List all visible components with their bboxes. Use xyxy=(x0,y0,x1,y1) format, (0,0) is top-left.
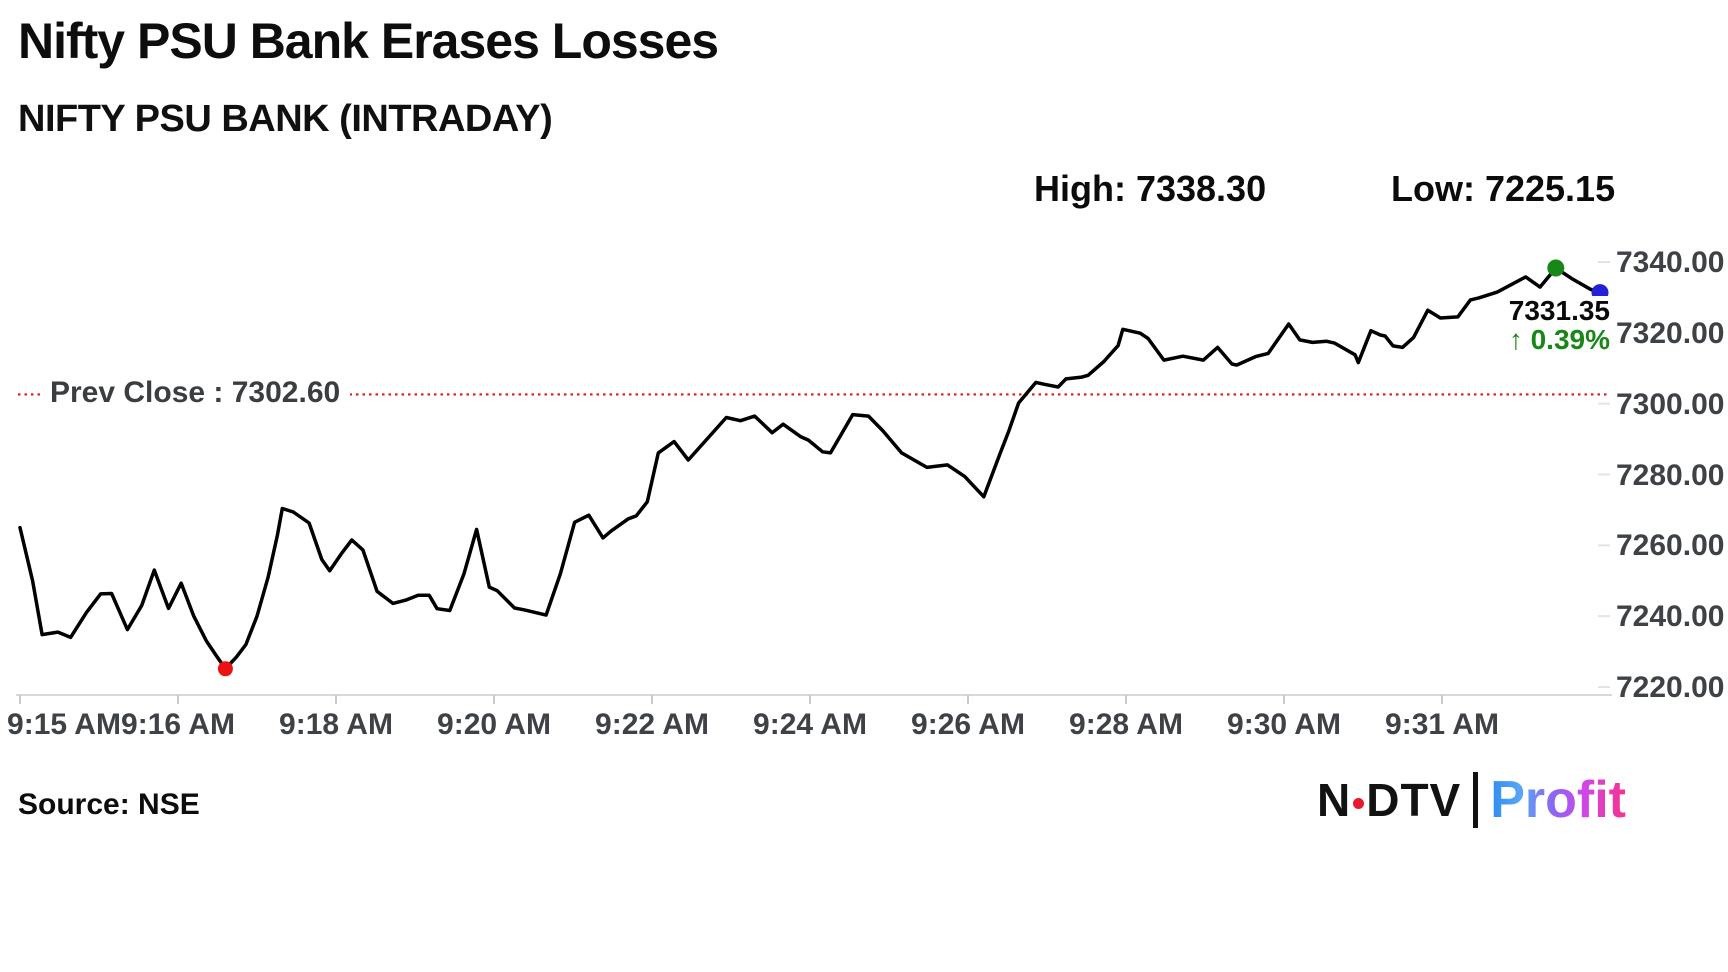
last-price-value: 7331.35 xyxy=(1508,295,1610,326)
x-tick-label: 9:24 AM xyxy=(753,708,867,741)
ndtv-letter-n: N xyxy=(1317,774,1352,826)
prev-close-label: Prev Close : 7302.60 xyxy=(40,376,351,410)
y-tick-label: 7220.00 xyxy=(1616,671,1725,704)
ndtv-red-dot-icon xyxy=(1353,797,1365,809)
x-tick-label: 9:30 AM xyxy=(1227,708,1341,741)
price-line xyxy=(18,266,1602,671)
last-price-callout: 7331.35 ↑ 0.39% xyxy=(1508,295,1610,355)
high-point-marker xyxy=(1547,259,1565,277)
up-arrow-icon: ↑ xyxy=(1508,324,1523,356)
ndtv-letters-dtv: DTV xyxy=(1366,774,1462,826)
logo-separator xyxy=(1473,772,1479,828)
page-title: Nifty PSU Bank Erases Losses xyxy=(18,13,719,69)
source-attribution: Source: NSE xyxy=(18,788,200,821)
y-tick-label: 7320.00 xyxy=(1616,316,1725,350)
y-tick-label: 7300.00 xyxy=(1616,387,1725,421)
y-tick-label: 7260.00 xyxy=(1616,529,1725,563)
ndtv-wordmark: N DTV xyxy=(1317,773,1461,827)
profit-wordmark: Profit xyxy=(1490,771,1626,829)
low-value-label: Low: 7225.15 xyxy=(1391,168,1616,209)
y-tick-label: 7280.00 xyxy=(1616,458,1725,492)
high-value-label: High: 7338.30 xyxy=(1034,168,1267,209)
x-tick-label: 9:22 AM xyxy=(595,708,709,741)
low-point-marker xyxy=(217,661,233,677)
last-price-change: ↑ 0.39% xyxy=(1509,325,1610,354)
x-tick-label: 9:15 AM xyxy=(7,708,121,741)
y-tick-label: 7340.00 xyxy=(1616,246,1725,279)
x-tick-label: 9:20 AM xyxy=(437,708,551,741)
y-tick-label: 7240.00 xyxy=(1616,600,1725,634)
change-percent: 0.39% xyxy=(1530,324,1610,356)
x-tick-label: 9:18 AM xyxy=(279,708,393,741)
ndtv-profit-logo: N DTV Profit xyxy=(1317,770,1626,830)
x-tick-label: 9:28 AM xyxy=(1069,708,1183,741)
x-tick-label: 9:16 AM xyxy=(121,708,235,741)
chart-subtitle: NIFTY PSU BANK (INTRADAY) xyxy=(18,98,553,140)
x-tick-label: 9:31 AM xyxy=(1385,708,1499,741)
x-tick-label: 9:26 AM xyxy=(911,708,1025,741)
